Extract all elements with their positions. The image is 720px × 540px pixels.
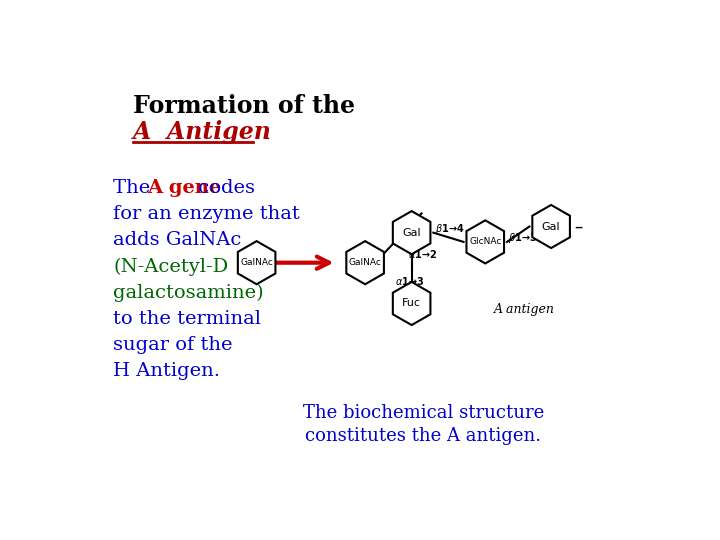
Text: The biochemical structure
constitutes the A antigen.: The biochemical structure constitutes th… xyxy=(302,403,544,445)
Text: for an enzyme that: for an enzyme that xyxy=(113,205,300,223)
Text: to the terminal: to the terminal xyxy=(113,309,261,328)
Polygon shape xyxy=(346,241,384,284)
Polygon shape xyxy=(467,220,504,264)
Text: Fuc: Fuc xyxy=(402,299,421,308)
Text: Gal: Gal xyxy=(402,228,421,238)
Text: galactosamine): galactosamine) xyxy=(113,284,264,302)
Text: sugar of the: sugar of the xyxy=(113,336,233,354)
Text: Formation of the: Formation of the xyxy=(132,94,355,118)
Text: A gene: A gene xyxy=(148,179,222,197)
Text: GalNAc: GalNAc xyxy=(240,258,273,267)
Text: $\alpha$1→2: $\alpha$1→2 xyxy=(408,248,437,260)
Polygon shape xyxy=(238,241,276,284)
Polygon shape xyxy=(393,282,431,325)
Text: codes: codes xyxy=(192,179,256,197)
Text: The: The xyxy=(113,179,157,197)
Text: $\alpha$1→3: $\alpha$1→3 xyxy=(395,275,424,287)
Text: A antigen: A antigen xyxy=(494,303,554,316)
Text: adds GalNAc: adds GalNAc xyxy=(113,231,242,249)
Text: H Antigen.: H Antigen. xyxy=(113,362,220,380)
Text: $\beta$1→3: $\beta$1→3 xyxy=(508,231,538,245)
Text: –: – xyxy=(575,218,582,235)
Text: (N-Acetyl-D: (N-Acetyl-D xyxy=(113,257,228,275)
Text: GalNAc: GalNAc xyxy=(348,258,382,267)
Text: A  Antigen: A Antigen xyxy=(132,120,271,144)
Text: Gal: Gal xyxy=(542,221,560,232)
Polygon shape xyxy=(532,205,570,248)
Polygon shape xyxy=(393,211,431,254)
Text: GlcNAc: GlcNAc xyxy=(469,238,501,246)
Text: $\beta$1→4: $\beta$1→4 xyxy=(435,222,464,236)
